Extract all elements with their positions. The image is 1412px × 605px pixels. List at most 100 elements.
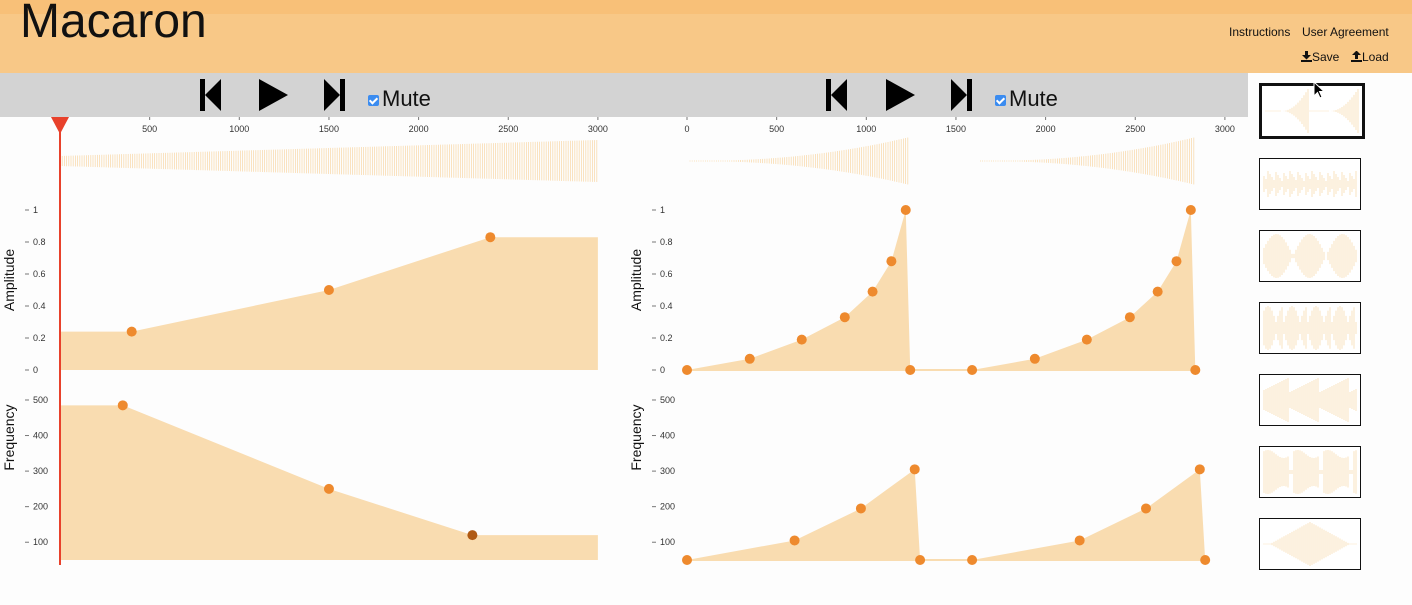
frequency-envelope-area xyxy=(60,405,598,560)
time-tick-label: 2000 xyxy=(409,124,429,134)
sound-thumbnail[interactable] xyxy=(1259,83,1365,139)
amplitude-axis-label: Amplitude xyxy=(628,249,644,311)
frequency-control-point[interactable] xyxy=(682,555,692,565)
frequency-control-point[interactable] xyxy=(323,483,334,494)
time-tick-label: 0 xyxy=(684,124,689,134)
amplitude-control-point[interactable] xyxy=(796,334,807,345)
amplitude-control-point[interactable] xyxy=(744,353,755,364)
sound-thumbnail[interactable] xyxy=(1259,374,1361,426)
sound-thumbnail[interactable] xyxy=(1259,158,1361,210)
frequency-axis-label: Frequency xyxy=(1,404,17,470)
app-header: Macaron Instructions User Agreement Save… xyxy=(0,0,1412,73)
frequency-control-point[interactable] xyxy=(1194,464,1205,475)
amplitude-control-point[interactable] xyxy=(682,365,692,375)
frequency-control-point[interactable] xyxy=(789,535,800,546)
amplitude-tick-label: 1 xyxy=(660,205,665,215)
time-tick-label: 1500 xyxy=(946,124,966,134)
sound-thumbnail[interactable] xyxy=(1259,230,1361,282)
play-icon[interactable] xyxy=(257,78,289,112)
thumbnail-waveform xyxy=(1263,378,1357,422)
download-icon xyxy=(1301,51,1312,62)
amplitude-envelope-area xyxy=(60,237,598,370)
thumbnail-waveform xyxy=(1265,89,1359,133)
amplitude-control-point[interactable] xyxy=(900,205,911,215)
waveform-preview xyxy=(59,140,598,182)
amplitude-control-point[interactable] xyxy=(1152,286,1163,297)
sound-thumbnail[interactable] xyxy=(1259,518,1361,570)
amplitude-control-point[interactable] xyxy=(1124,312,1135,323)
time-tick-label: 1000 xyxy=(856,124,876,134)
time-tick-label: 1000 xyxy=(229,124,249,134)
amplitude-control-point[interactable] xyxy=(967,365,978,375)
playhead-marker[interactable] xyxy=(51,117,69,134)
amplitude-tick-label: 0.8 xyxy=(660,237,673,247)
mute-checkbox-1[interactable]: Mute xyxy=(368,86,431,112)
frequency-envelope-area xyxy=(687,469,1206,560)
load-link[interactable]: Load xyxy=(1351,50,1389,64)
frequency-tick-label: 300 xyxy=(660,466,675,476)
frequency-control-point[interactable] xyxy=(915,555,926,565)
frequency-control-point[interactable] xyxy=(1074,535,1085,546)
frequency-tick-label: 500 xyxy=(660,395,675,405)
frequency-control-point[interactable] xyxy=(117,400,128,411)
thumbnail-waveform xyxy=(1263,522,1357,566)
save-label: Save xyxy=(1312,50,1340,64)
amplitude-control-point[interactable] xyxy=(323,285,334,295)
amplitude-control-point[interactable] xyxy=(1190,365,1201,375)
checkbox-checked-icon[interactable] xyxy=(368,95,379,106)
play-icon[interactable] xyxy=(884,78,916,112)
thumbnail-waveform xyxy=(1263,306,1357,350)
frequency-control-point[interactable] xyxy=(909,464,920,475)
frequency-control-point[interactable] xyxy=(1200,555,1211,565)
instructions-link[interactable]: Instructions xyxy=(1229,25,1291,39)
amplitude-tick-label: 0.8 xyxy=(33,237,46,247)
frequency-control-point[interactable] xyxy=(467,530,478,541)
time-tick-label: 1500 xyxy=(319,124,339,134)
frequency-tick-label: 100 xyxy=(33,537,48,547)
amplitude-control-point[interactable] xyxy=(1171,256,1182,267)
amplitude-control-point[interactable] xyxy=(126,326,137,337)
amplitude-tick-label: 0 xyxy=(660,365,665,375)
amplitude-tick-label: 0.4 xyxy=(33,301,46,311)
frequency-control-point[interactable] xyxy=(855,503,866,514)
sound-thumbnail[interactable] xyxy=(1259,446,1361,498)
frequency-tick-label: 500 xyxy=(33,395,48,405)
amplitude-control-point[interactable] xyxy=(886,256,897,267)
thumbnail-waveform xyxy=(1263,171,1357,197)
checkbox-checked-icon[interactable] xyxy=(995,95,1006,106)
time-tick-label: 2500 xyxy=(1125,124,1145,134)
amplitude-tick-label: 0.2 xyxy=(660,333,673,343)
skip-back-icon[interactable] xyxy=(824,78,856,112)
mute-label: Mute xyxy=(382,86,431,111)
amplitude-control-point[interactable] xyxy=(1081,334,1092,345)
amplitude-envelope-area xyxy=(687,210,1196,370)
amplitude-tick-label: 0.6 xyxy=(33,269,46,279)
skip-forward-icon[interactable] xyxy=(322,78,354,112)
frequency-tick-label: 400 xyxy=(33,431,48,441)
skip-back-icon[interactable] xyxy=(198,78,230,112)
transport-toolbar xyxy=(0,73,1248,117)
time-tick-label: 2500 xyxy=(498,124,518,134)
frequency-tick-label: 100 xyxy=(660,537,675,547)
amplitude-control-point[interactable] xyxy=(839,312,850,323)
frequency-control-point[interactable] xyxy=(1141,503,1152,514)
user-agreement-link[interactable]: User Agreement xyxy=(1302,25,1389,39)
amplitude-tick-label: 0.4 xyxy=(660,301,673,311)
load-label: Load xyxy=(1362,50,1389,64)
amplitude-control-point[interactable] xyxy=(867,286,878,297)
amplitude-control-point[interactable] xyxy=(1029,353,1040,364)
amplitude-tick-label: 0.2 xyxy=(33,333,46,343)
mouse-cursor-icon xyxy=(1313,81,1325,99)
amplitude-control-point[interactable] xyxy=(485,232,496,243)
frequency-tick-label: 300 xyxy=(33,466,48,476)
save-link[interactable]: Save xyxy=(1301,50,1339,64)
amplitude-control-point[interactable] xyxy=(1185,205,1196,215)
frequency-tick-label: 200 xyxy=(660,502,675,512)
skip-forward-icon[interactable] xyxy=(949,78,981,112)
amplitude-tick-label: 0 xyxy=(33,365,38,375)
mute-checkbox-2[interactable]: Mute xyxy=(995,86,1058,112)
amplitude-control-point[interactable] xyxy=(905,365,916,375)
sound-thumbnail[interactable] xyxy=(1259,302,1361,354)
envelope-editors[interactable]: 500 1000 1500 2000 2500 3000AmplitudeFrequenc… xyxy=(0,117,1248,605)
frequency-control-point[interactable] xyxy=(967,555,978,565)
